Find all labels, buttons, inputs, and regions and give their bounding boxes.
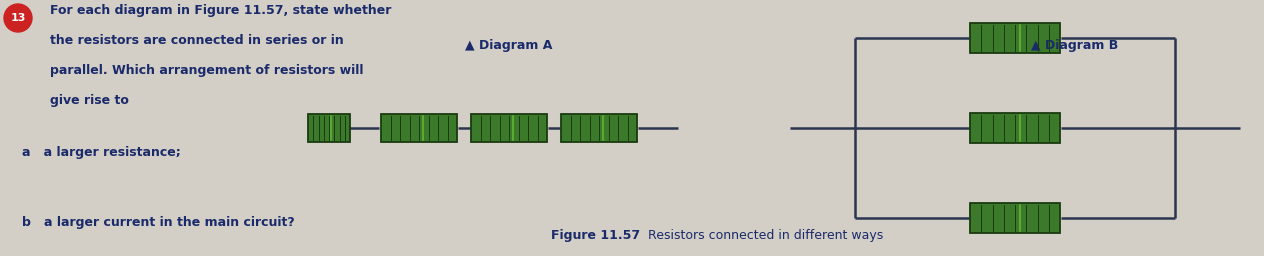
- Circle shape: [4, 4, 32, 32]
- FancyBboxPatch shape: [969, 203, 1060, 233]
- FancyBboxPatch shape: [969, 113, 1060, 143]
- Text: ▲ Diagram B: ▲ Diagram B: [1031, 39, 1119, 52]
- FancyBboxPatch shape: [969, 23, 1060, 53]
- Text: give rise to: give rise to: [51, 94, 129, 107]
- Text: the resistors are connected in series or in: the resistors are connected in series or…: [51, 34, 344, 47]
- Text: 13: 13: [10, 13, 25, 23]
- Text: b   a larger current in the main circuit?: b a larger current in the main circuit?: [21, 216, 295, 229]
- Text: Resistors connected in different ways: Resistors connected in different ways: [640, 229, 884, 242]
- FancyBboxPatch shape: [471, 114, 547, 142]
- Text: ▲ Diagram A: ▲ Diagram A: [465, 39, 552, 52]
- Text: parallel. Which arrangement of resistors will: parallel. Which arrangement of resistors…: [51, 64, 364, 77]
- Text: Figure 11.57: Figure 11.57: [551, 229, 640, 242]
- FancyBboxPatch shape: [561, 114, 637, 142]
- Text: For each diagram in Figure 11.57, state whether: For each diagram in Figure 11.57, state …: [51, 4, 392, 17]
- FancyBboxPatch shape: [308, 114, 350, 142]
- FancyBboxPatch shape: [380, 114, 458, 142]
- Text: a   a larger resistance;: a a larger resistance;: [21, 146, 181, 159]
